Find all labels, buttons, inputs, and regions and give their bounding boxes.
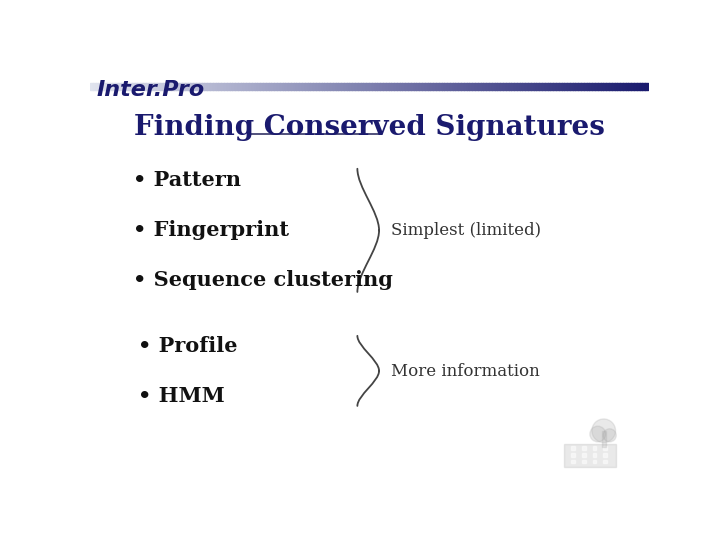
Text: • Fingerprint: • Fingerprint <box>132 220 289 240</box>
Circle shape <box>590 426 606 442</box>
Circle shape <box>603 429 616 442</box>
Bar <box>593 447 596 450</box>
Bar <box>572 447 575 450</box>
Bar <box>603 460 607 463</box>
Circle shape <box>592 419 616 442</box>
Bar <box>603 453 607 457</box>
Bar <box>603 447 607 450</box>
Text: • Profile: • Profile <box>138 336 238 356</box>
Bar <box>582 460 586 463</box>
Text: More information: More information <box>391 363 539 380</box>
Text: • Pattern: • Pattern <box>132 170 240 190</box>
Bar <box>593 460 596 463</box>
Text: • HMM: • HMM <box>138 386 225 406</box>
Bar <box>582 447 586 450</box>
Bar <box>582 453 586 457</box>
Bar <box>572 453 575 457</box>
Text: Simplest (limited): Simplest (limited) <box>391 222 541 239</box>
Bar <box>572 460 575 463</box>
Text: • Sequence clustering: • Sequence clustering <box>132 271 392 291</box>
Bar <box>593 453 596 457</box>
Text: Finding Conserved Signatures: Finding Conserved Signatures <box>134 114 604 141</box>
Text: Inter.Pro: Inter.Pro <box>96 80 204 100</box>
